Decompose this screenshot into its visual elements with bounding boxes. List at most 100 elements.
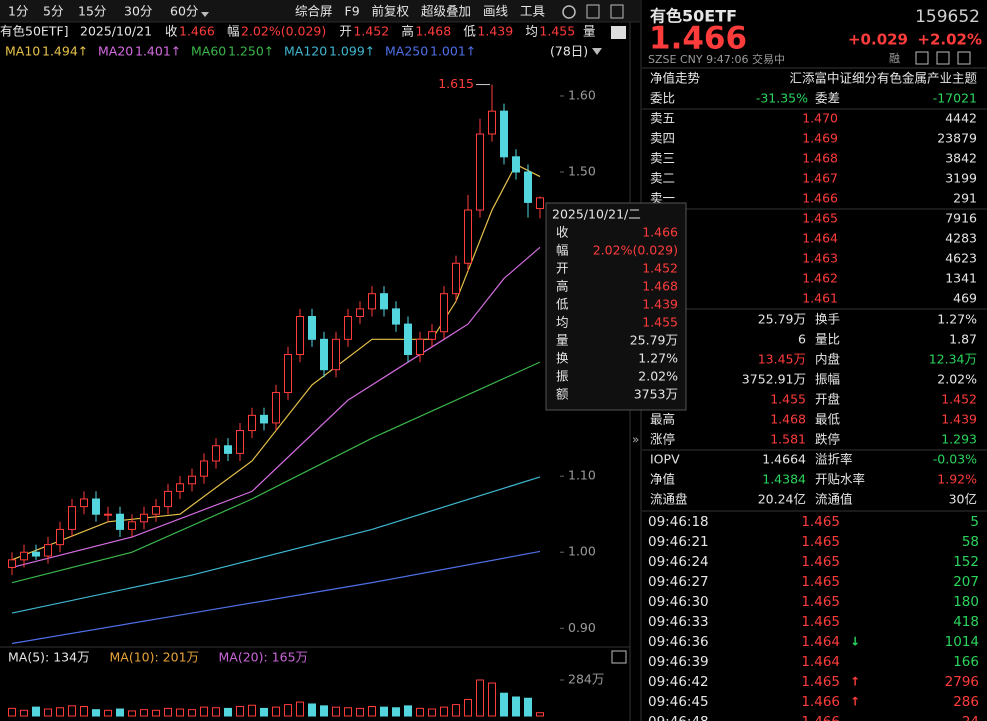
volume-bar	[92, 709, 100, 717]
candle-body	[200, 460, 208, 477]
volume-bar	[452, 704, 460, 717]
candle-body	[416, 338, 424, 356]
candle-body	[464, 209, 472, 264]
period-tab[interactable]: 1分	[8, 4, 28, 19]
field-value: 1.439	[477, 24, 513, 39]
stat-value: 25.79万	[758, 312, 806, 327]
order-price: 1.467	[802, 171, 838, 186]
candle-body	[284, 354, 292, 394]
volume-bar	[356, 707, 364, 717]
period-tab[interactable]: 15分	[78, 4, 106, 19]
tick-time: 09:46:36	[648, 634, 709, 650]
nav-tab[interactable]: 净值走势	[650, 71, 701, 86]
tick-volume: 24	[962, 714, 979, 721]
volume-bar	[440, 706, 448, 717]
icon[interactable]	[915, 51, 929, 65]
stat-value: 1.4664	[762, 452, 806, 467]
volume-bar	[104, 709, 112, 717]
ma-legend-name: MA60	[191, 44, 226, 59]
stat-value: 2.02%	[937, 372, 977, 387]
order-price: 1.462	[802, 271, 838, 286]
close-icon[interactable]	[611, 650, 627, 664]
candle-body	[356, 308, 364, 317]
stat-value: 1.581	[770, 432, 806, 447]
tooltip-value: 1.468	[642, 279, 678, 294]
tooltip-label: 量	[556, 333, 569, 348]
icon[interactable]	[936, 51, 950, 65]
candle-body	[212, 445, 220, 462]
tick-time: 09:46:39	[648, 654, 709, 670]
volume-bar	[380, 706, 388, 717]
period-label[interactable]: (78日)	[550, 44, 588, 59]
settings-icon[interactable]	[562, 5, 576, 19]
quote-price: 1.466	[649, 21, 747, 57]
candle-body	[344, 315, 352, 340]
tool-button[interactable]: 工具	[520, 4, 546, 19]
stat-label: 净值	[650, 472, 675, 487]
ma-legend-name: MA250	[385, 44, 428, 59]
tick-volume: 418	[953, 614, 979, 630]
candle-body	[524, 171, 532, 203]
order-price: 1.466	[802, 191, 838, 206]
period-tab[interactable]: 60分	[170, 4, 198, 19]
volume-bar	[296, 701, 304, 717]
ma-line	[11, 361, 541, 584]
candle-body	[68, 506, 76, 530]
volume-bar	[68, 705, 76, 717]
wp-icon[interactable]	[611, 26, 626, 39]
tool-button[interactable]: 综合屏	[295, 4, 333, 19]
y-tick-label: 1.00	[568, 544, 596, 559]
field-label: 量	[583, 24, 596, 39]
candle-body	[92, 498, 100, 515]
collapse-toggle[interactable]: »	[632, 433, 639, 447]
tooltip-value: 3753万	[634, 387, 678, 402]
quote-pct: +2.02%	[917, 31, 982, 49]
stat-value: 1.92%	[937, 472, 977, 487]
volume-ma-legend: MA(5): 134万	[8, 650, 90, 665]
tool-button[interactable]: 前复权	[372, 4, 410, 19]
window-icon[interactable]	[610, 4, 624, 19]
stat-value: -17021	[933, 91, 977, 106]
tick-price: 1.465	[801, 554, 840, 570]
volume-bar	[200, 706, 208, 717]
tick-time: 09:46:18	[648, 514, 709, 530]
dropdown-arrow[interactable]	[201, 12, 209, 17]
period-tab[interactable]: 5分	[43, 4, 63, 19]
volume-bar	[392, 707, 400, 717]
ma-legend-value: 1.001↑	[430, 44, 476, 59]
icon[interactable]	[957, 51, 971, 65]
candle-body	[296, 315, 304, 356]
field-label: 收	[165, 24, 178, 39]
tick-volume: 286	[953, 694, 979, 710]
volume-bar	[212, 707, 220, 717]
window-icon[interactable]	[586, 4, 600, 19]
order-label: 卖四	[650, 131, 675, 146]
y-tick-label: 0.90	[568, 620, 596, 635]
candle-body	[260, 414, 268, 424]
tool-button[interactable]: 超级叠加	[421, 4, 471, 19]
candle-body	[176, 483, 184, 492]
volume-bar	[512, 696, 520, 717]
ma-legend-value: 1.401↑	[135, 44, 181, 59]
stat-value: 1.468	[770, 412, 806, 427]
period-tab[interactable]: 30分	[124, 4, 152, 19]
tooltip-label: 收	[556, 225, 569, 240]
dropdown-arrow[interactable]	[592, 48, 602, 55]
tick-volume: 180	[953, 594, 979, 610]
tool-button[interactable]: F9	[345, 4, 360, 19]
stat-value: -31.35%	[756, 91, 808, 106]
candle-body	[476, 133, 484, 211]
tick-time: 09:46:27	[648, 574, 709, 590]
ma-line	[11, 476, 541, 614]
tick-time: 09:46:45	[648, 694, 709, 710]
tick-time: 09:46:24	[648, 554, 709, 570]
volume-bar	[224, 707, 232, 717]
tick-volume: 2796	[945, 674, 979, 690]
volume-bar	[44, 708, 52, 717]
tool-button[interactable]: 画线	[483, 4, 509, 19]
volume-bar	[272, 706, 280, 717]
tick-time: 09:46:21	[648, 534, 709, 550]
field-label: 开	[339, 24, 352, 39]
tooltip-value: 2.02%(0.029)	[593, 243, 678, 258]
